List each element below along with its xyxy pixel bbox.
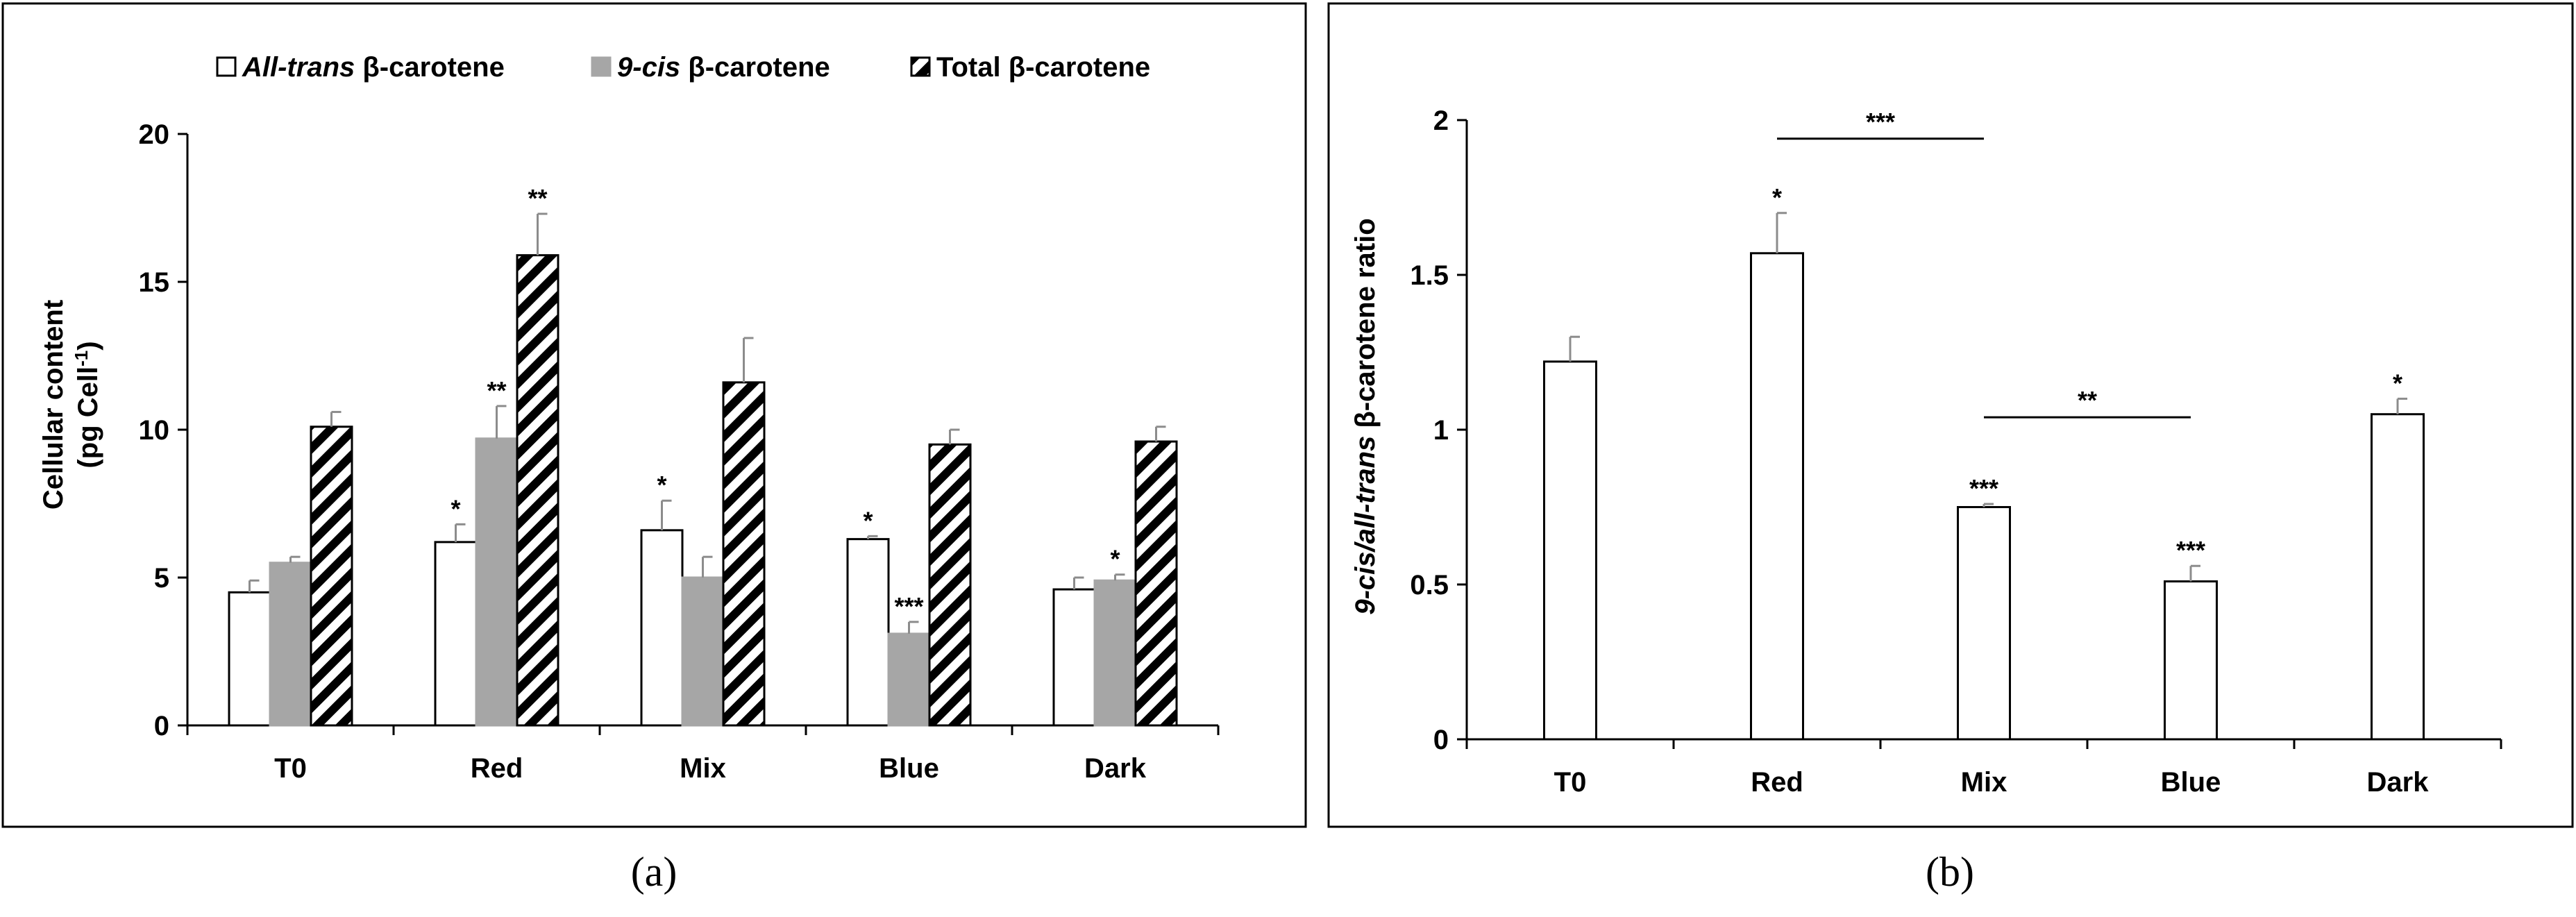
bar xyxy=(516,254,559,727)
significance-label: * xyxy=(657,471,666,499)
y-tick-label: 15 xyxy=(139,267,170,298)
x-tick-label: Blue xyxy=(879,753,939,784)
y-tick-label: 2 xyxy=(1433,106,1449,136)
panel-a-frame xyxy=(1,2,1307,828)
bar xyxy=(1052,588,1096,727)
bar xyxy=(228,591,271,727)
bar xyxy=(928,443,972,727)
y-tick-label: 1.5 xyxy=(1410,260,1449,291)
panel-a-legend: All-trans β-carotene 9-cis β-carotene To… xyxy=(216,52,1150,83)
x-tick-label: Mix xyxy=(680,753,726,784)
significance-label: * xyxy=(1110,545,1120,573)
legend-label-9-cis: 9-cis β-carotene xyxy=(617,52,830,83)
x-tick-label: Red xyxy=(1751,767,1803,798)
x-tick-label: T0 xyxy=(1554,767,1587,798)
y-tick-label: 1 xyxy=(1433,415,1449,446)
significance-label: * xyxy=(863,506,873,535)
y-tick-label: 0.5 xyxy=(1410,570,1449,600)
significance-label: *** xyxy=(894,592,923,621)
legend-label-all-trans: All-trans β-carotene xyxy=(242,52,505,83)
bar xyxy=(434,541,478,727)
x-tick-label: Red xyxy=(471,753,523,784)
significance-label: *** xyxy=(2176,536,2205,564)
bar xyxy=(681,576,725,727)
significance-label: * xyxy=(451,494,460,523)
significance-label: * xyxy=(2393,369,2402,397)
y-tick-label: 0 xyxy=(1433,725,1449,755)
significance-label: ** xyxy=(528,184,547,212)
bar xyxy=(722,381,766,727)
y-tick-label: 20 xyxy=(139,119,170,150)
bar xyxy=(1134,440,1178,727)
x-tick-label: Mix xyxy=(1961,767,2007,798)
bar xyxy=(887,632,931,727)
panel-b-frame xyxy=(1327,2,2574,828)
x-tick-label: Dark xyxy=(2367,767,2430,798)
y-tick-label: 0 xyxy=(154,711,169,741)
bar xyxy=(475,437,519,727)
bar xyxy=(2164,580,2218,741)
bar xyxy=(1750,252,1804,741)
bar xyxy=(1957,506,2011,741)
bar xyxy=(269,562,312,727)
comparison-label: *** xyxy=(1866,108,1895,136)
bar xyxy=(1543,360,1597,741)
significance-label: ** xyxy=(487,376,506,405)
y-tick-label: 5 xyxy=(154,563,169,594)
bar xyxy=(1093,579,1137,727)
bar xyxy=(2371,413,2425,741)
significance-label: * xyxy=(1772,183,1782,212)
legend-label-total: Total β-carotene xyxy=(936,52,1150,83)
x-tick-label: Blue xyxy=(2161,767,2221,798)
legend-swatch-total xyxy=(910,56,931,77)
bar xyxy=(310,426,353,727)
comparison-label: ** xyxy=(2078,386,2097,414)
panel-b-ylabel: 9-cis/all-trans β-carotene ratio xyxy=(1350,218,1381,614)
legend-swatch-all-trans xyxy=(216,56,237,77)
legend-swatch-9-cis xyxy=(591,56,612,77)
bar xyxy=(640,529,684,727)
x-tick-label: T0 xyxy=(274,753,307,784)
y-tick-label: 10 xyxy=(139,415,170,446)
panel-b-label: (b) xyxy=(1926,849,1974,895)
bar xyxy=(846,538,890,727)
significance-label: *** xyxy=(1969,474,1998,503)
panel-a-ylabel-unit: (pg Cell-1) xyxy=(71,341,103,468)
x-tick-label: Dark xyxy=(1084,753,1147,784)
panel-a-ylabel: Cellular content xyxy=(38,300,69,510)
panel-a-label: (a) xyxy=(631,849,677,895)
